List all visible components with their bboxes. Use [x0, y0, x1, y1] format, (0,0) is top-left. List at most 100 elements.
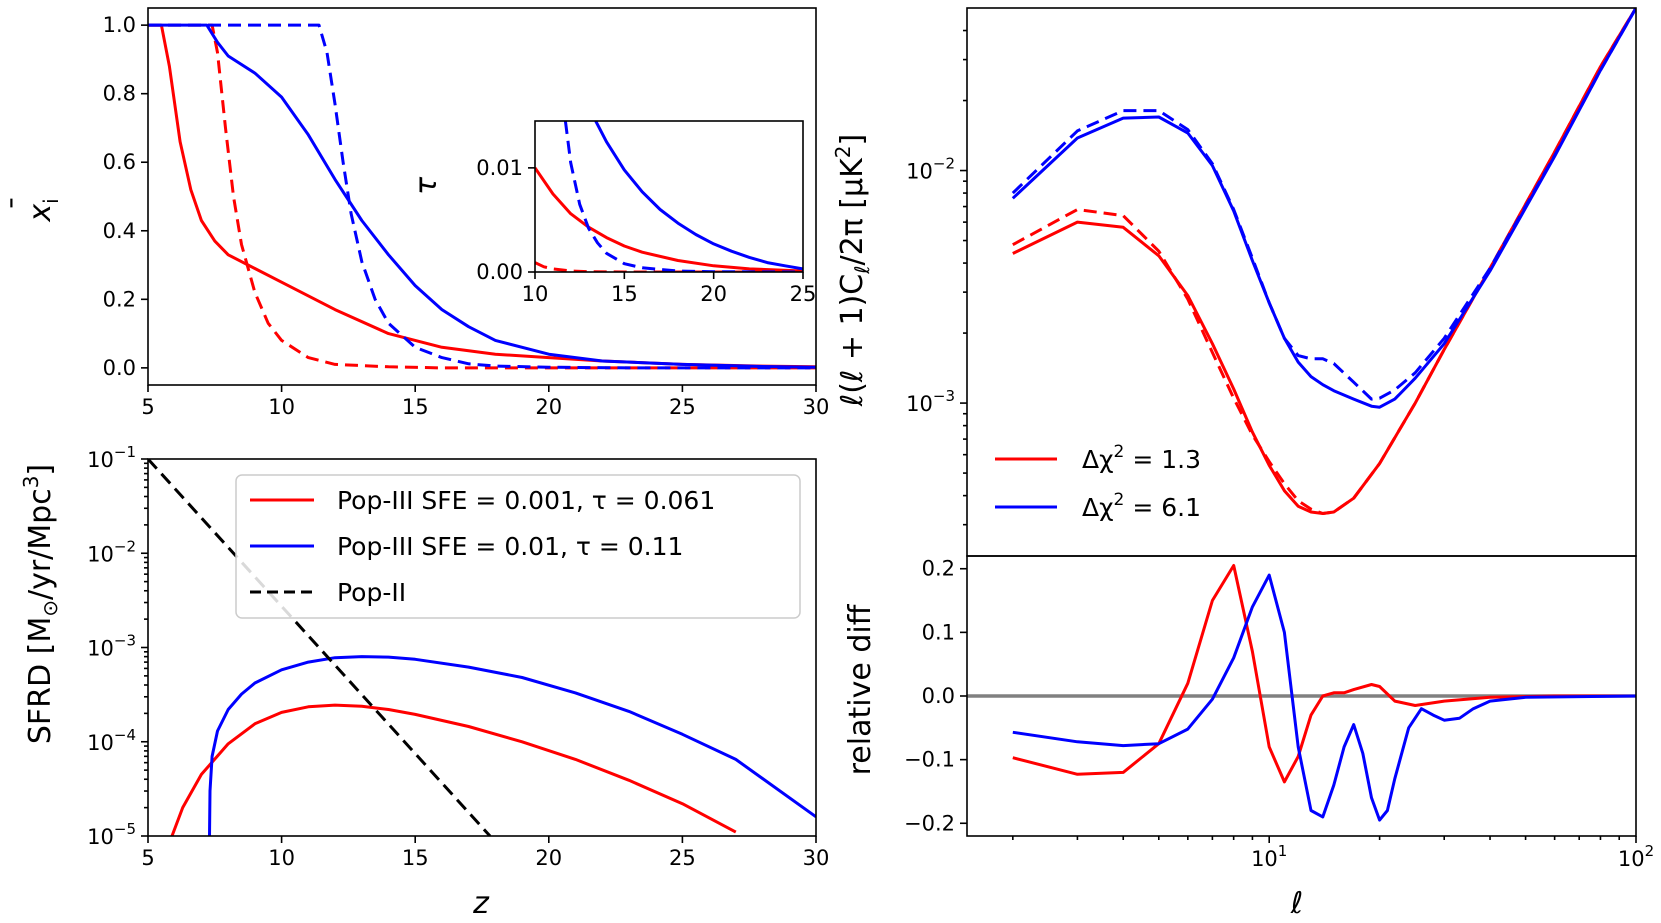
cl-ytick-label: 10−3: [906, 387, 955, 416]
xi-ytick-label: 0.0: [103, 356, 136, 380]
optical-depth-inset-background: [535, 121, 803, 272]
diff-ytick-label: −0.1: [904, 748, 955, 772]
sfrd-ylabel-close: ]: [23, 464, 58, 476]
xi-ytick-label: 1.0: [103, 13, 136, 37]
ionization-fraction-ylabel-bar: ¯: [6, 196, 41, 211]
cl-series-0: [1012, 8, 1636, 515]
xi-xtick-label: 25: [669, 395, 696, 419]
cl-series-1: [1012, 8, 1636, 515]
diff-ytick-label: 0.1: [922, 620, 955, 644]
ionization-fraction-panel: 5 10 15 20 25 30 0.0 0.2 0.4 0.6 0.8 1.0 xi ¯: [6, 7, 830, 419]
sfrd-xtick-label: 30: [803, 846, 830, 870]
power-spectrum-ylabel-rest: /2π [μK: [835, 157, 870, 266]
diff-series-2: [1012, 573, 1636, 822]
tau-xtick-label: 25: [790, 282, 817, 306]
ionization-fraction-ylabel: xi: [23, 198, 63, 222]
relative-diff-xlabel: ℓ: [1290, 886, 1303, 921]
optical-depth-ticks: 10 15 20 25 0.00 0.01: [476, 156, 816, 306]
power-spectrum-ylabel-sub: ℓ: [850, 266, 874, 275]
relative-diff-ylabel: relative diff: [843, 603, 878, 775]
ionization-fraction-ticks: 5 10 15 20 25 30 0.0 0.2 0.4 0.6 0.8 1.0: [103, 13, 830, 419]
power-spectrum-ylabel-sup: 2: [831, 146, 855, 159]
sfrd-ylabel: SFRD [M⊙/yr/Mpc3]: [19, 464, 62, 744]
xi-series-1: [148, 23, 816, 370]
sfrd-frame: [147, 458, 817, 837]
sfrd-series-2: [148, 459, 492, 836]
sfrd-xtick-label: 10: [268, 846, 295, 870]
relative-diff-frame: [966, 555, 1637, 837]
optical-depth-inset: 10 15 20 25 0.00 0.01 τ: [409, 120, 816, 306]
tau-xtick-label: 20: [700, 282, 727, 306]
legend-label-pop2: Pop-II: [337, 578, 406, 607]
cl-series-2: [1011, 8, 1636, 409]
tau-xtick-label: 10: [522, 282, 549, 306]
sfrd-ylabel-sup: 3: [19, 476, 43, 489]
power-spectrum-panel: 10−310−2 ℓ(ℓ + 1)Cℓ/2π [μK2] Δχ2 = 1.3 Δ…: [831, 7, 1637, 557]
sfrd-panel: 5 10 15 20 25 30 10−5 10−4 10−3 10−2 10−1 SFRD [M⊙…: [19, 443, 829, 921]
sfrd-xtick-label: 25: [669, 846, 696, 870]
xi-xtick-label: 20: [535, 395, 562, 419]
xi-ytick-label: 0.4: [103, 219, 136, 243]
sfrd-ticks: 5 10 15 20 25 30 10−5 10−4 10−3 10−2 10−1: [87, 443, 829, 870]
power-spectrum-ylabel: ℓ(ℓ + 1)Cℓ/2π [μK2]: [831, 134, 874, 407]
tau-ytick-label: 0.00: [476, 260, 523, 284]
sfrd-ylabel-main: SFRD [M: [23, 617, 58, 744]
tau-series-2: [594, 121, 803, 271]
optical-depth-ylabel: τ: [409, 176, 444, 195]
xi-ytick-label: 0.8: [103, 82, 136, 106]
xi-ytick-label: 0.6: [103, 150, 136, 174]
tau-series-1: [535, 261, 803, 272]
cl-series-3: [1011, 8, 1636, 401]
sfrd-ylabel-rest: /yr/Mpc: [23, 488, 58, 600]
tau-ytick-label: 0.01: [476, 156, 523, 180]
sfrd-ytick-label: 10−5: [87, 820, 136, 849]
sfrd-ytick-label: 10−1: [87, 443, 136, 472]
ionization-fraction-ylabel-base: x: [23, 204, 58, 223]
optical-depth-frame: [534, 120, 804, 273]
sfrd-xlabel: z: [472, 886, 490, 921]
diff-ytick-label: −0.2: [904, 811, 955, 835]
sfrd-ytick-label: 10−4: [87, 726, 136, 755]
xi-xtick-label: 10: [268, 395, 295, 419]
legend-label-dchi-red-sup: 2: [1114, 442, 1125, 462]
sfrd-ylabel-sub: ⊙: [38, 600, 62, 617]
diff-series-1: [1012, 564, 1636, 784]
sfrd-series-0: [170, 703, 737, 836]
cl-ytick-label: 10−2: [906, 155, 955, 184]
sfrd-ytick-label: 10−2: [87, 537, 136, 566]
tau-series-0: [535, 167, 803, 272]
power-spectrum-ylabel-close: ]: [835, 134, 870, 146]
legend-label-dchi-blue-rest: = 6.1: [1124, 493, 1201, 522]
diff-xtick-label: 101: [1251, 842, 1287, 871]
ionization-fraction-lines: [148, 23, 816, 370]
legend-label-dchi-red-main: Δχ: [1082, 445, 1114, 474]
legend-label-dchi-blue: Δχ2 = 6.1: [1082, 490, 1201, 522]
sfrd-legend-box: [235, 474, 801, 619]
diff-ytick-label: 0.0: [922, 684, 955, 708]
sfrd-xtick-label: 15: [402, 846, 429, 870]
sfrd-legend: Pop-III SFE = 0.001, τ = 0.061 Pop-III S…: [235, 474, 801, 619]
xi-xtick-label: 30: [803, 395, 830, 419]
xi-ytick-label: 0.2: [103, 287, 136, 311]
power-spectrum-frame: [966, 7, 1637, 557]
xi-xtick-label: 5: [141, 395, 154, 419]
ionization-fraction-ylabel-sub: i: [39, 198, 63, 204]
power-spectrum-ticks: 10−3 10−2: [906, 29, 967, 526]
relative-diff-panel: −0.2 −0.1 0.0 0.1 0.2 101 102 relative diff ℓ: [843, 555, 1654, 921]
xi-series-2: [148, 23, 816, 369]
sfrd-xtick-label: 5: [141, 846, 154, 870]
diff-ytick-label: 0.2: [922, 557, 955, 581]
legend-label-pop3-low: Pop-III SFE = 0.001, τ = 0.061: [337, 486, 715, 515]
tau-xtick-label: 15: [611, 282, 638, 306]
power-spectrum-legend: Δχ2 = 1.3 Δχ2 = 6.1: [995, 442, 1201, 522]
diff-xtick-label: 102: [1618, 842, 1654, 871]
xi-series-3: [148, 23, 816, 370]
relative-diff-lines: [967, 564, 1636, 822]
sfrd-xtick-label: 20: [535, 846, 562, 870]
relative-diff-ticks: −0.2 −0.1 0.0 0.1 0.2 101 102: [904, 557, 1654, 871]
legend-label-pop3-high: Pop-III SFE = 0.01, τ = 0.11: [337, 532, 683, 561]
ionization-fraction-frame: [147, 7, 817, 386]
power-spectrum-lines: [1011, 8, 1636, 515]
legend-label-dchi-red-rest: = 1.3: [1124, 445, 1201, 474]
